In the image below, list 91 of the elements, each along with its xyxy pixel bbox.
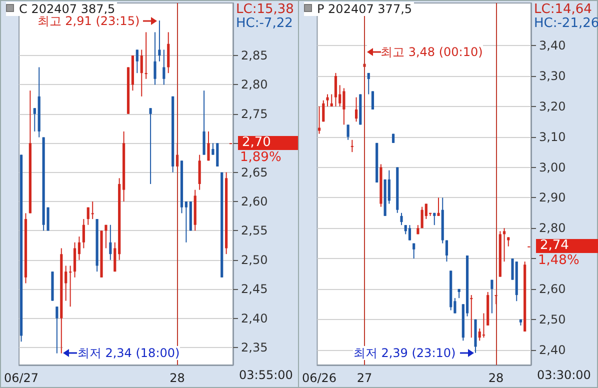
y-tick-label: 2,80 <box>539 221 566 236</box>
candlestick <box>367 72 370 95</box>
candlestick <box>109 224 112 260</box>
candlestick <box>91 201 94 220</box>
candlestick <box>86 206 90 226</box>
candlestick <box>408 224 412 241</box>
candlestick <box>104 224 108 249</box>
candlestick <box>502 228 506 262</box>
candlestick <box>354 96 358 122</box>
y-tick-label: 2,55 <box>241 224 268 238</box>
x-tick-label: 06/26 <box>302 371 337 385</box>
candlestick <box>136 49 138 74</box>
y-tick-label: 2,85 <box>241 48 268 63</box>
candlestick <box>412 242 416 260</box>
annotation: 최저 2,34 (18:00) <box>63 346 180 360</box>
annotation: 최고 3,48 (00:10) <box>366 44 483 59</box>
annotation: 최고 2,91 (23:15) <box>37 14 158 28</box>
y-tick-label: 2,80 <box>241 78 268 92</box>
candlestick <box>326 94 329 107</box>
candlestick <box>216 142 219 167</box>
candlestick <box>158 20 161 62</box>
candlestick <box>144 32 148 80</box>
candlestick <box>33 108 36 132</box>
candlestick <box>69 265 72 308</box>
candlestick <box>167 32 170 74</box>
candlestick <box>433 212 436 226</box>
y-tick-label: 2,45 <box>241 282 268 296</box>
candlestick <box>478 328 481 342</box>
y-tick-label: 2,40 <box>539 342 566 357</box>
y-tick-label: 2,35 <box>241 340 268 354</box>
candlestick <box>207 130 210 162</box>
candlestick <box>322 100 325 122</box>
y-tick-label: 2,50 <box>539 312 566 326</box>
candlestick <box>507 236 510 247</box>
candlestick <box>445 240 448 262</box>
text: 03:55:00 <box>239 368 293 382</box>
annotation: 최저 2,39 (23:10) <box>353 346 474 360</box>
y-tick-label: 2,40 <box>241 311 268 326</box>
candlestick <box>64 265 68 302</box>
chart-title: C 202407 387,5 <box>6 2 118 16</box>
text: 1,48% <box>538 253 580 268</box>
candlestick <box>212 142 214 156</box>
candlestick <box>342 88 346 126</box>
text: 2,74 <box>536 238 598 254</box>
candlestick <box>202 90 206 156</box>
y-tick-label: 2,90 <box>539 190 566 205</box>
candlestick <box>82 218 85 249</box>
candlestick <box>140 49 143 97</box>
text: 1,89% <box>240 150 282 166</box>
y-tick-label: 3,10 <box>539 130 566 144</box>
candlestick <box>350 139 354 153</box>
candlestick <box>154 32 156 86</box>
candlestick <box>184 201 188 243</box>
candlestick <box>420 206 424 229</box>
candlestick <box>330 94 333 107</box>
chart-title: P 202407 377,5 <box>304 2 414 16</box>
text: 03:30:00 <box>537 368 591 382</box>
candlestick <box>437 197 440 216</box>
y-tick-label: 2,65 <box>241 165 268 180</box>
y-tick-label: 2,60 <box>539 282 566 296</box>
candlestick <box>470 294 473 338</box>
candlestick <box>73 242 76 278</box>
y-tick-label: 2,50 <box>241 252 268 267</box>
text: HC:-7,22 <box>236 16 293 31</box>
x-tick-label: 28 <box>488 371 504 385</box>
text: HC:-21,26 <box>534 16 598 31</box>
candlestick <box>400 212 403 226</box>
y-tick-label: 3,30 <box>539 69 566 84</box>
x-tick-label: 28 <box>170 371 185 385</box>
candlestick <box>318 106 321 134</box>
candlestick <box>334 72 338 107</box>
candlestick <box>371 90 374 110</box>
text: LC:14,64 <box>534 2 592 17</box>
y-tick-label: 2,75 <box>241 106 268 121</box>
candlestick <box>114 242 116 272</box>
candlestick <box>198 154 201 190</box>
x-tick-label: 06/27 <box>4 371 39 385</box>
y-tick-label: 3,20 <box>539 99 566 114</box>
text: LC:15,38 <box>236 2 294 17</box>
y-tick-label: 3,00 <box>539 160 566 174</box>
candlestick <box>56 306 58 354</box>
candlestick <box>78 236 81 260</box>
y-tick-label: 3,40 <box>539 38 566 53</box>
x-tick-label: 27 <box>356 371 372 385</box>
candlestick <box>162 49 166 86</box>
candlestick <box>346 124 350 140</box>
y-tick-label: 2,60 <box>241 194 268 209</box>
candlestick <box>482 312 486 338</box>
text: 2,70 <box>238 135 300 150</box>
candlestick <box>149 108 152 184</box>
candlestick <box>490 279 494 314</box>
